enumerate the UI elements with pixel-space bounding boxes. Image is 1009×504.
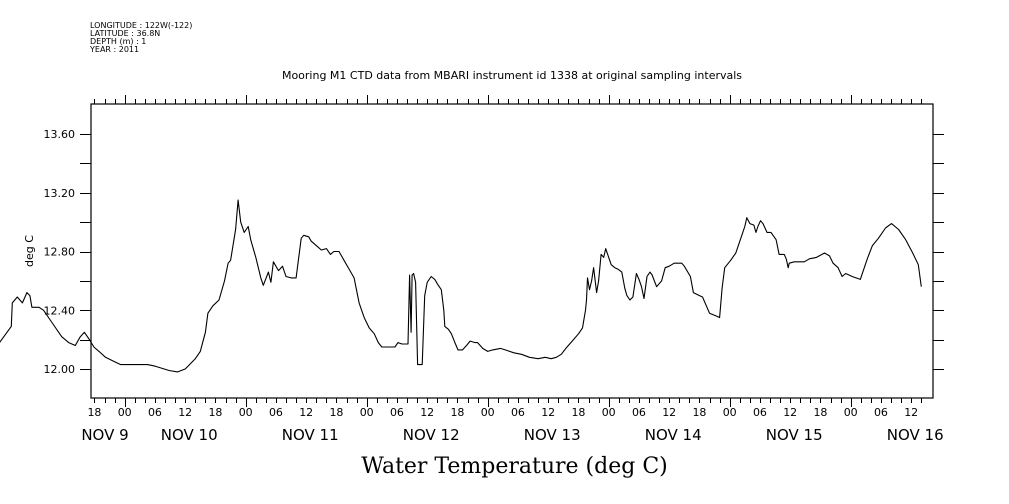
x-date-label: NOV 10 [161,426,218,444]
x-axis-label: Water Temperature (deg C) [361,454,668,479]
x-date-label: NOV 9 [81,426,128,444]
x-tick-label: 00 [360,406,374,419]
x-date-label: NOV 13 [524,426,581,444]
x-tick-label: 00 [844,406,858,419]
y-tick-label: 12.80 [44,246,76,259]
x-tick-label: 18 [692,406,706,419]
x-tick-label: 06 [753,406,767,419]
x-tick-label: 18 [87,406,101,419]
x-axis-ticks: 18 00 06 12 18 00 06 12 18 00 06 12 18 00 06 12 18 00 06 12… [81,95,944,444]
x-tick-label: 12 [783,406,797,419]
x-tick-label: 12 [662,406,676,419]
year-label: YEAR : 2011 [90,45,140,54]
x-tick-label: 06 [511,406,525,419]
latitude-label: LATITUDE : 36.8N [90,29,161,38]
depth-label: DEPTH (m) : 1 [90,37,147,46]
x-date-label: NOV 14 [645,426,702,444]
x-tick-label: 12 [299,406,313,419]
x-tick-label: 12 [420,406,434,419]
series-group [0,199,922,373]
y-tick-label: 13.60 [44,128,76,141]
y-tick-label: 12.40 [44,304,76,317]
y-axis-label: deg C [23,235,36,267]
x-tick-label: 06 [148,406,162,419]
x-tick-label: 12 [178,406,192,419]
x-date-label: NOV 15 [766,426,823,444]
axes [90,103,934,399]
x-date-label: NOV 11 [282,426,339,444]
y-tick-label: 13.20 [44,187,76,200]
x-tick-label: 06 [390,406,404,419]
x-tick-label: 00 [602,406,616,419]
x-tick-label: 06 [269,406,283,419]
x-tick-label: 18 [571,406,585,419]
temperature-series-line [0,199,922,373]
y-axis-ticks: 12.00 12.40 12.80 13.20 13.60 [44,128,944,376]
x-tick-label: 18 [813,406,827,419]
chart-title: Mooring M1 CTD data from MBARI instrumen… [281,69,743,82]
x-tick-label: 00 [239,406,253,419]
x-tick-label: 00 [118,406,132,419]
x-date-label: NOV 16 [887,426,944,444]
x-tick-label: 18 [329,406,343,419]
x-tick-label: 00 [723,406,737,419]
x-tick-label: 12 [541,406,555,419]
x-tick-label: 00 [481,406,495,419]
x-tick-label: 18 [450,406,464,419]
x-tick-label: 06 [874,406,888,419]
x-tick-label: 18 [208,406,222,419]
y-tick-label: 12.00 [44,363,76,376]
x-tick-label: 06 [632,406,646,419]
x-tick-label: 12 [904,406,918,419]
longitude-label: LONGITUDE : 122W(-122) [90,21,193,30]
x-date-label: NOV 12 [403,426,460,444]
plot-frame [90,103,934,399]
